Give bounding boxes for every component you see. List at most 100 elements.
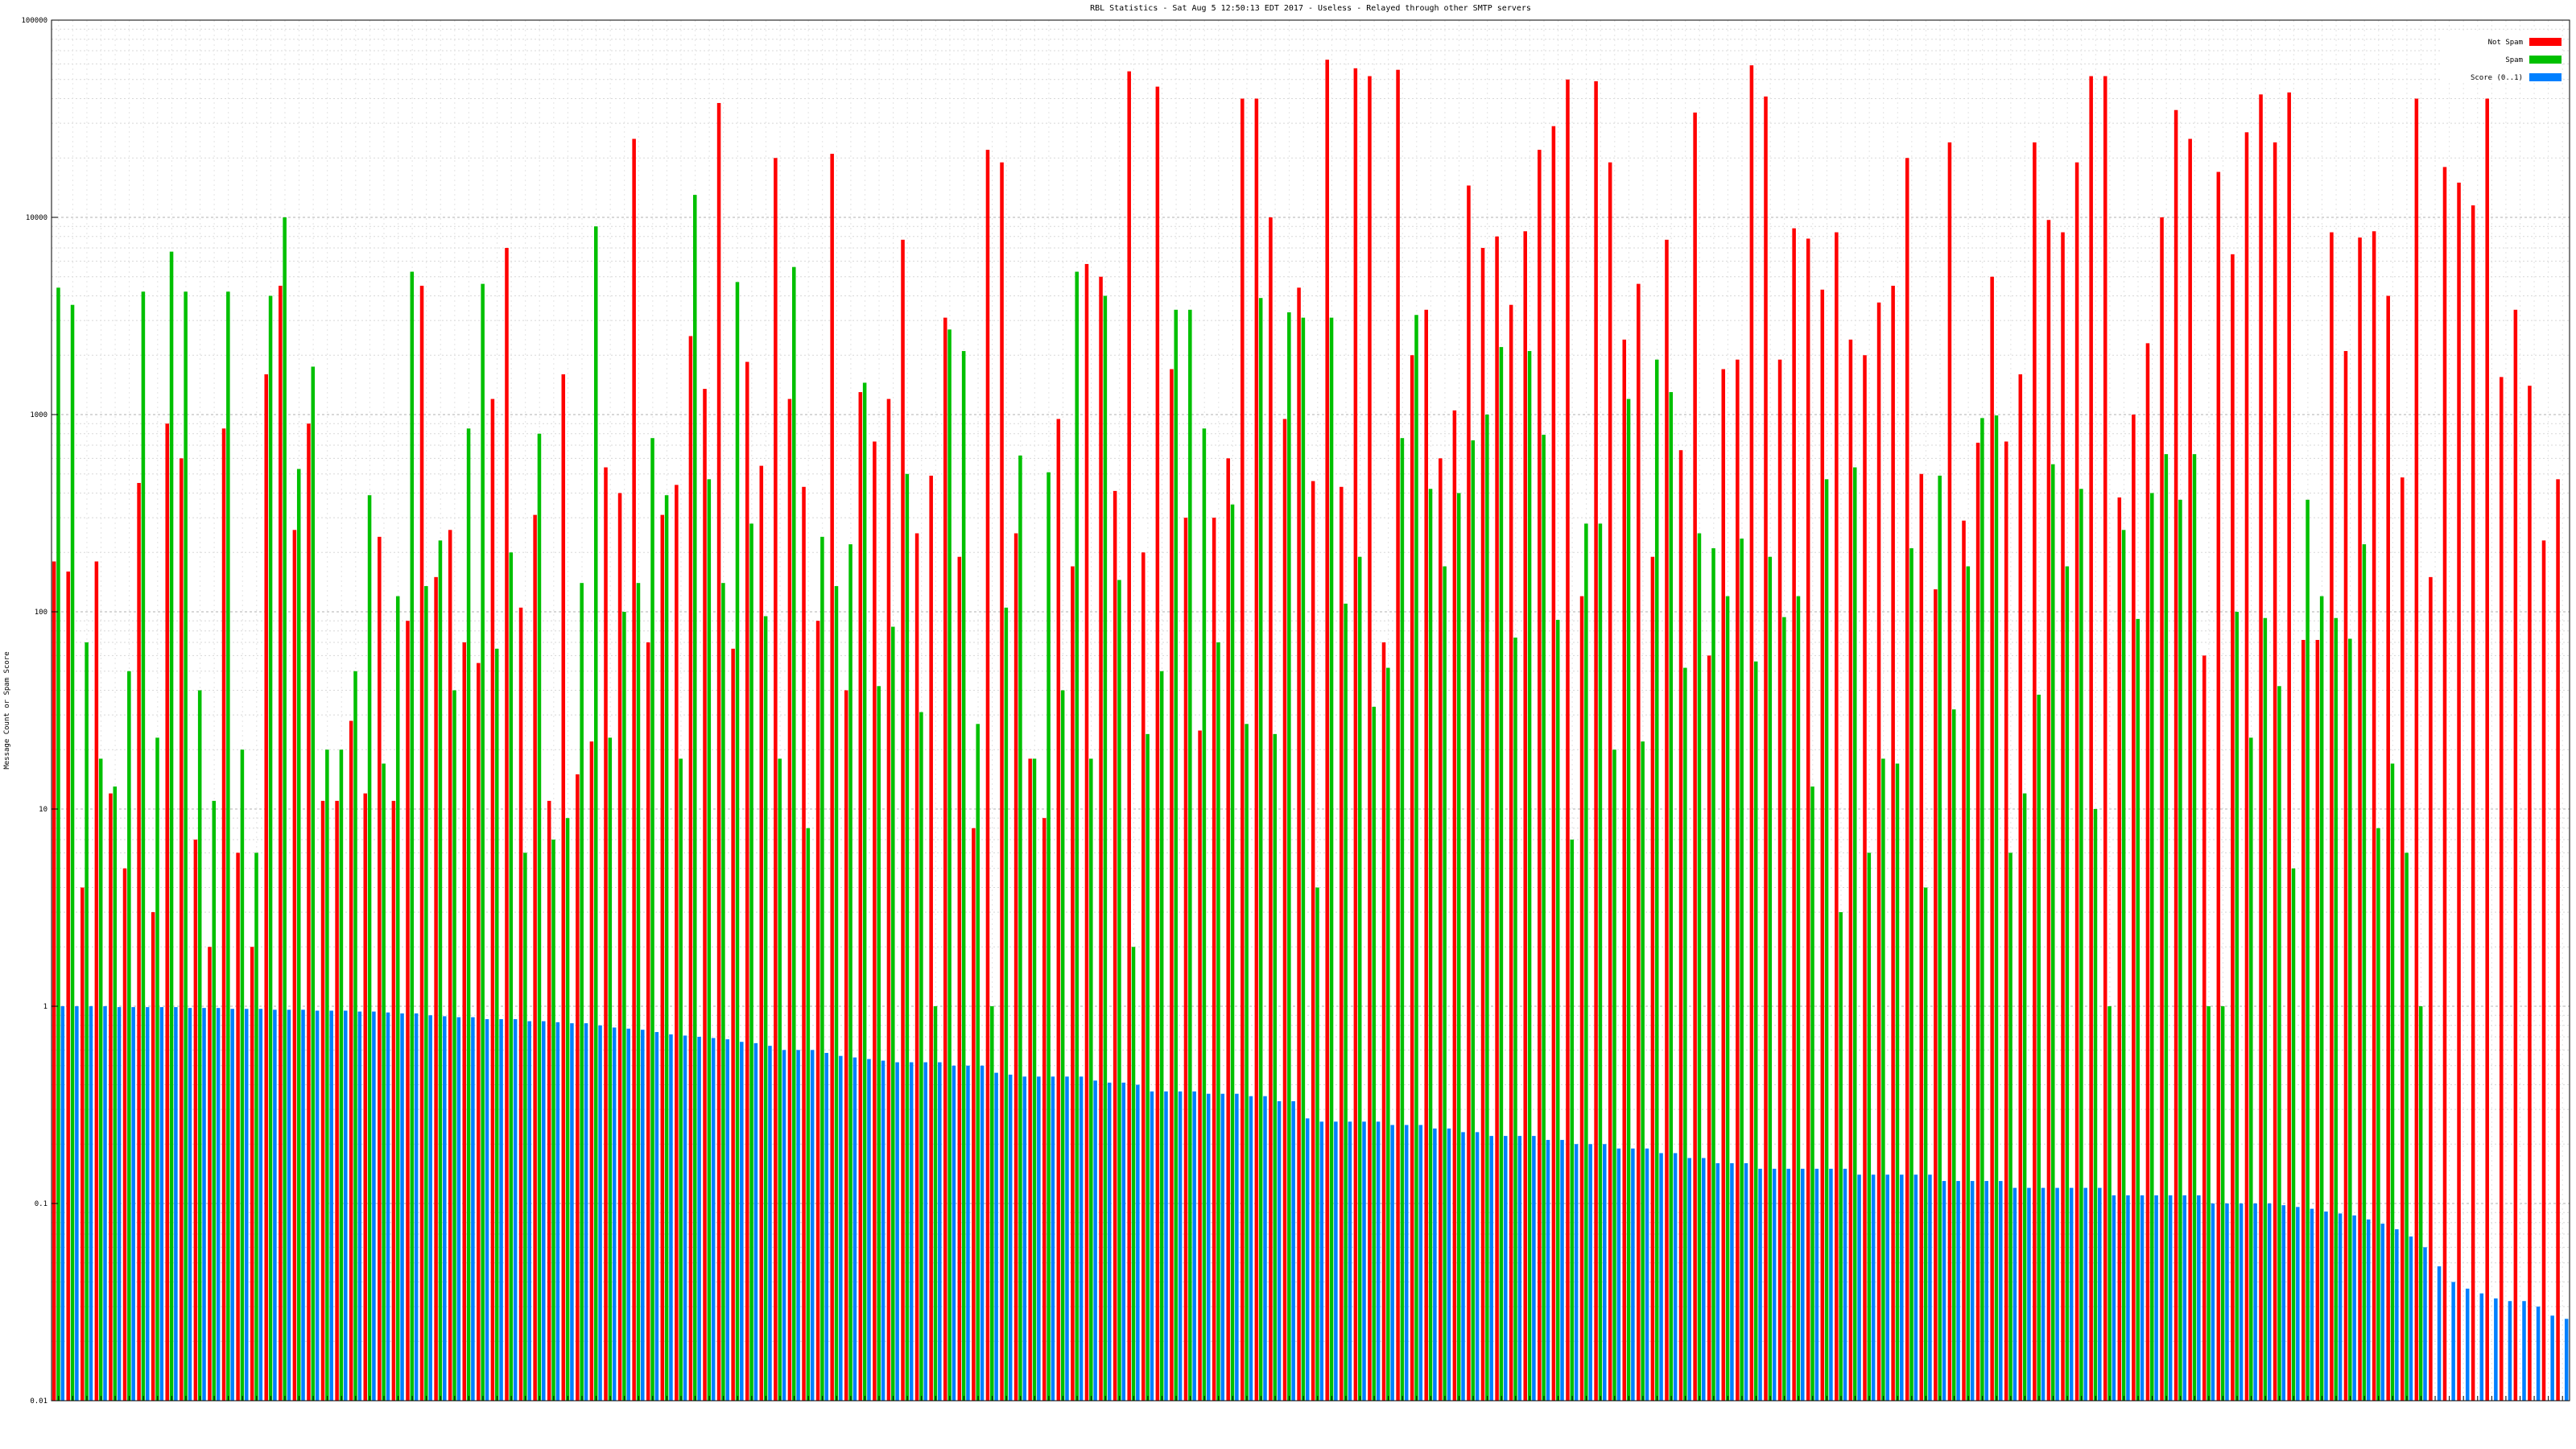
bar-spam xyxy=(1881,758,1885,1401)
bar-spam xyxy=(2291,868,2296,1401)
bar-not-spam xyxy=(180,458,184,1401)
bar-spam xyxy=(466,428,471,1401)
bar-spam xyxy=(2362,544,2367,1401)
bar-not-spam xyxy=(1990,276,1994,1401)
bar-spam xyxy=(494,648,499,1401)
bar-spam xyxy=(1570,839,1575,1401)
bar-not-spam xyxy=(505,247,509,1402)
bar-not-spam xyxy=(2358,237,2362,1402)
bar-not-spam xyxy=(2046,220,2051,1401)
bar-spam xyxy=(990,1006,994,1401)
bar-spam xyxy=(2277,686,2281,1401)
bar-not-spam xyxy=(2401,477,2405,1401)
bar-not-spam xyxy=(1198,730,1202,1401)
bar-not-spam xyxy=(349,720,353,1401)
bar-not-spam xyxy=(745,361,749,1401)
bar-spam xyxy=(367,495,372,1402)
bar-score xyxy=(315,1010,320,1401)
bar-not-spam xyxy=(1410,355,1414,1401)
bar-score xyxy=(2536,1307,2541,1401)
bar-spam xyxy=(763,616,768,1401)
bar-score xyxy=(2409,1236,2413,1401)
bar-not-spam xyxy=(477,663,481,1401)
bar-not-spam xyxy=(1113,490,1117,1401)
bar-score xyxy=(372,1011,376,1401)
bar-spam xyxy=(2178,499,2182,1401)
bar-spam xyxy=(1032,758,1037,1401)
bar-score xyxy=(1249,1096,1253,1401)
bar-score xyxy=(2324,1212,2328,1401)
bar-not-spam xyxy=(774,158,778,1401)
bar-score xyxy=(570,1023,574,1401)
legend-swatch xyxy=(2529,56,2562,64)
bar-spam xyxy=(650,438,654,1402)
bar-spam xyxy=(1344,603,1348,1401)
bar-not-spam xyxy=(1566,79,1570,1401)
bar-not-spam xyxy=(1523,231,1527,1401)
bar-spam xyxy=(382,763,386,1401)
bar-not-spam xyxy=(1226,458,1230,1401)
bar-score xyxy=(1730,1162,1734,1401)
bar-score xyxy=(1037,1076,1041,1401)
bar-score xyxy=(1051,1076,1055,1401)
bar-spam xyxy=(2220,1006,2225,1401)
bar-score xyxy=(1164,1091,1168,1401)
bar-spam xyxy=(1867,852,1872,1401)
bar-not-spam xyxy=(1241,98,1245,1401)
bar-score xyxy=(1348,1121,1352,1401)
bar-not-spam xyxy=(165,423,169,1402)
bar-not-spam xyxy=(1311,481,1315,1401)
bar-not-spam xyxy=(1792,228,1796,1402)
bar-spam xyxy=(1725,596,1730,1401)
bar-not-spam xyxy=(1325,60,1329,1401)
bar-not-spam xyxy=(1947,142,1952,1402)
bar-score xyxy=(1277,1100,1282,1401)
bar-spam xyxy=(565,818,570,1401)
bar-score xyxy=(386,1012,390,1401)
bar-spam xyxy=(2121,530,2126,1401)
bar-not-spam xyxy=(2471,205,2475,1401)
bar-spam xyxy=(1641,741,1645,1401)
bar-not-spam xyxy=(2343,351,2348,1401)
bar-spam xyxy=(2207,1006,2211,1401)
bar-score xyxy=(1121,1082,1126,1401)
bar-score xyxy=(1079,1076,1084,1401)
bar-not-spam xyxy=(1127,71,1131,1402)
bar-score xyxy=(697,1036,701,1401)
bar-not-spam xyxy=(448,530,452,1401)
bar-spam xyxy=(1258,298,1263,1402)
bar-spam xyxy=(1329,317,1334,1401)
bar-spam xyxy=(1654,359,1659,1402)
bar-spam xyxy=(976,724,980,1401)
bar-score xyxy=(2423,1247,2427,1401)
bar-not-spam xyxy=(1820,289,1825,1401)
bar-spam xyxy=(395,596,400,1401)
bar-score xyxy=(2451,1282,2455,1401)
bar-score xyxy=(810,1050,815,1401)
bar-not-spam xyxy=(830,154,834,1401)
bar-not-spam xyxy=(193,839,198,1401)
bar-spam xyxy=(1103,295,1108,1401)
bar-score xyxy=(542,1021,546,1401)
bar-score xyxy=(2522,1301,2526,1401)
bar-not-spam xyxy=(151,912,155,1401)
bar-spam xyxy=(580,583,584,1401)
bar-score xyxy=(343,1010,348,1401)
bar-not-spam xyxy=(1551,126,1556,1402)
bar-score xyxy=(1376,1121,1381,1401)
bar-spam xyxy=(820,536,824,1401)
bar-score xyxy=(188,1008,192,1401)
bar-not-spam xyxy=(137,482,141,1402)
bar-not-spam xyxy=(1071,566,1075,1401)
bar-not-spam xyxy=(2145,343,2150,1401)
bar-score xyxy=(1560,1140,1564,1401)
bar-score xyxy=(1913,1174,1918,1401)
bar-score xyxy=(1291,1100,1295,1401)
bar-score xyxy=(1829,1168,1833,1401)
bar-not-spam xyxy=(2231,254,2235,1402)
bar-not-spam xyxy=(2160,217,2164,1401)
bar-score xyxy=(1404,1125,1409,1401)
bar-not-spam xyxy=(1495,236,1499,1401)
bar-not-spam xyxy=(1013,533,1018,1401)
bar-score xyxy=(881,1060,886,1401)
